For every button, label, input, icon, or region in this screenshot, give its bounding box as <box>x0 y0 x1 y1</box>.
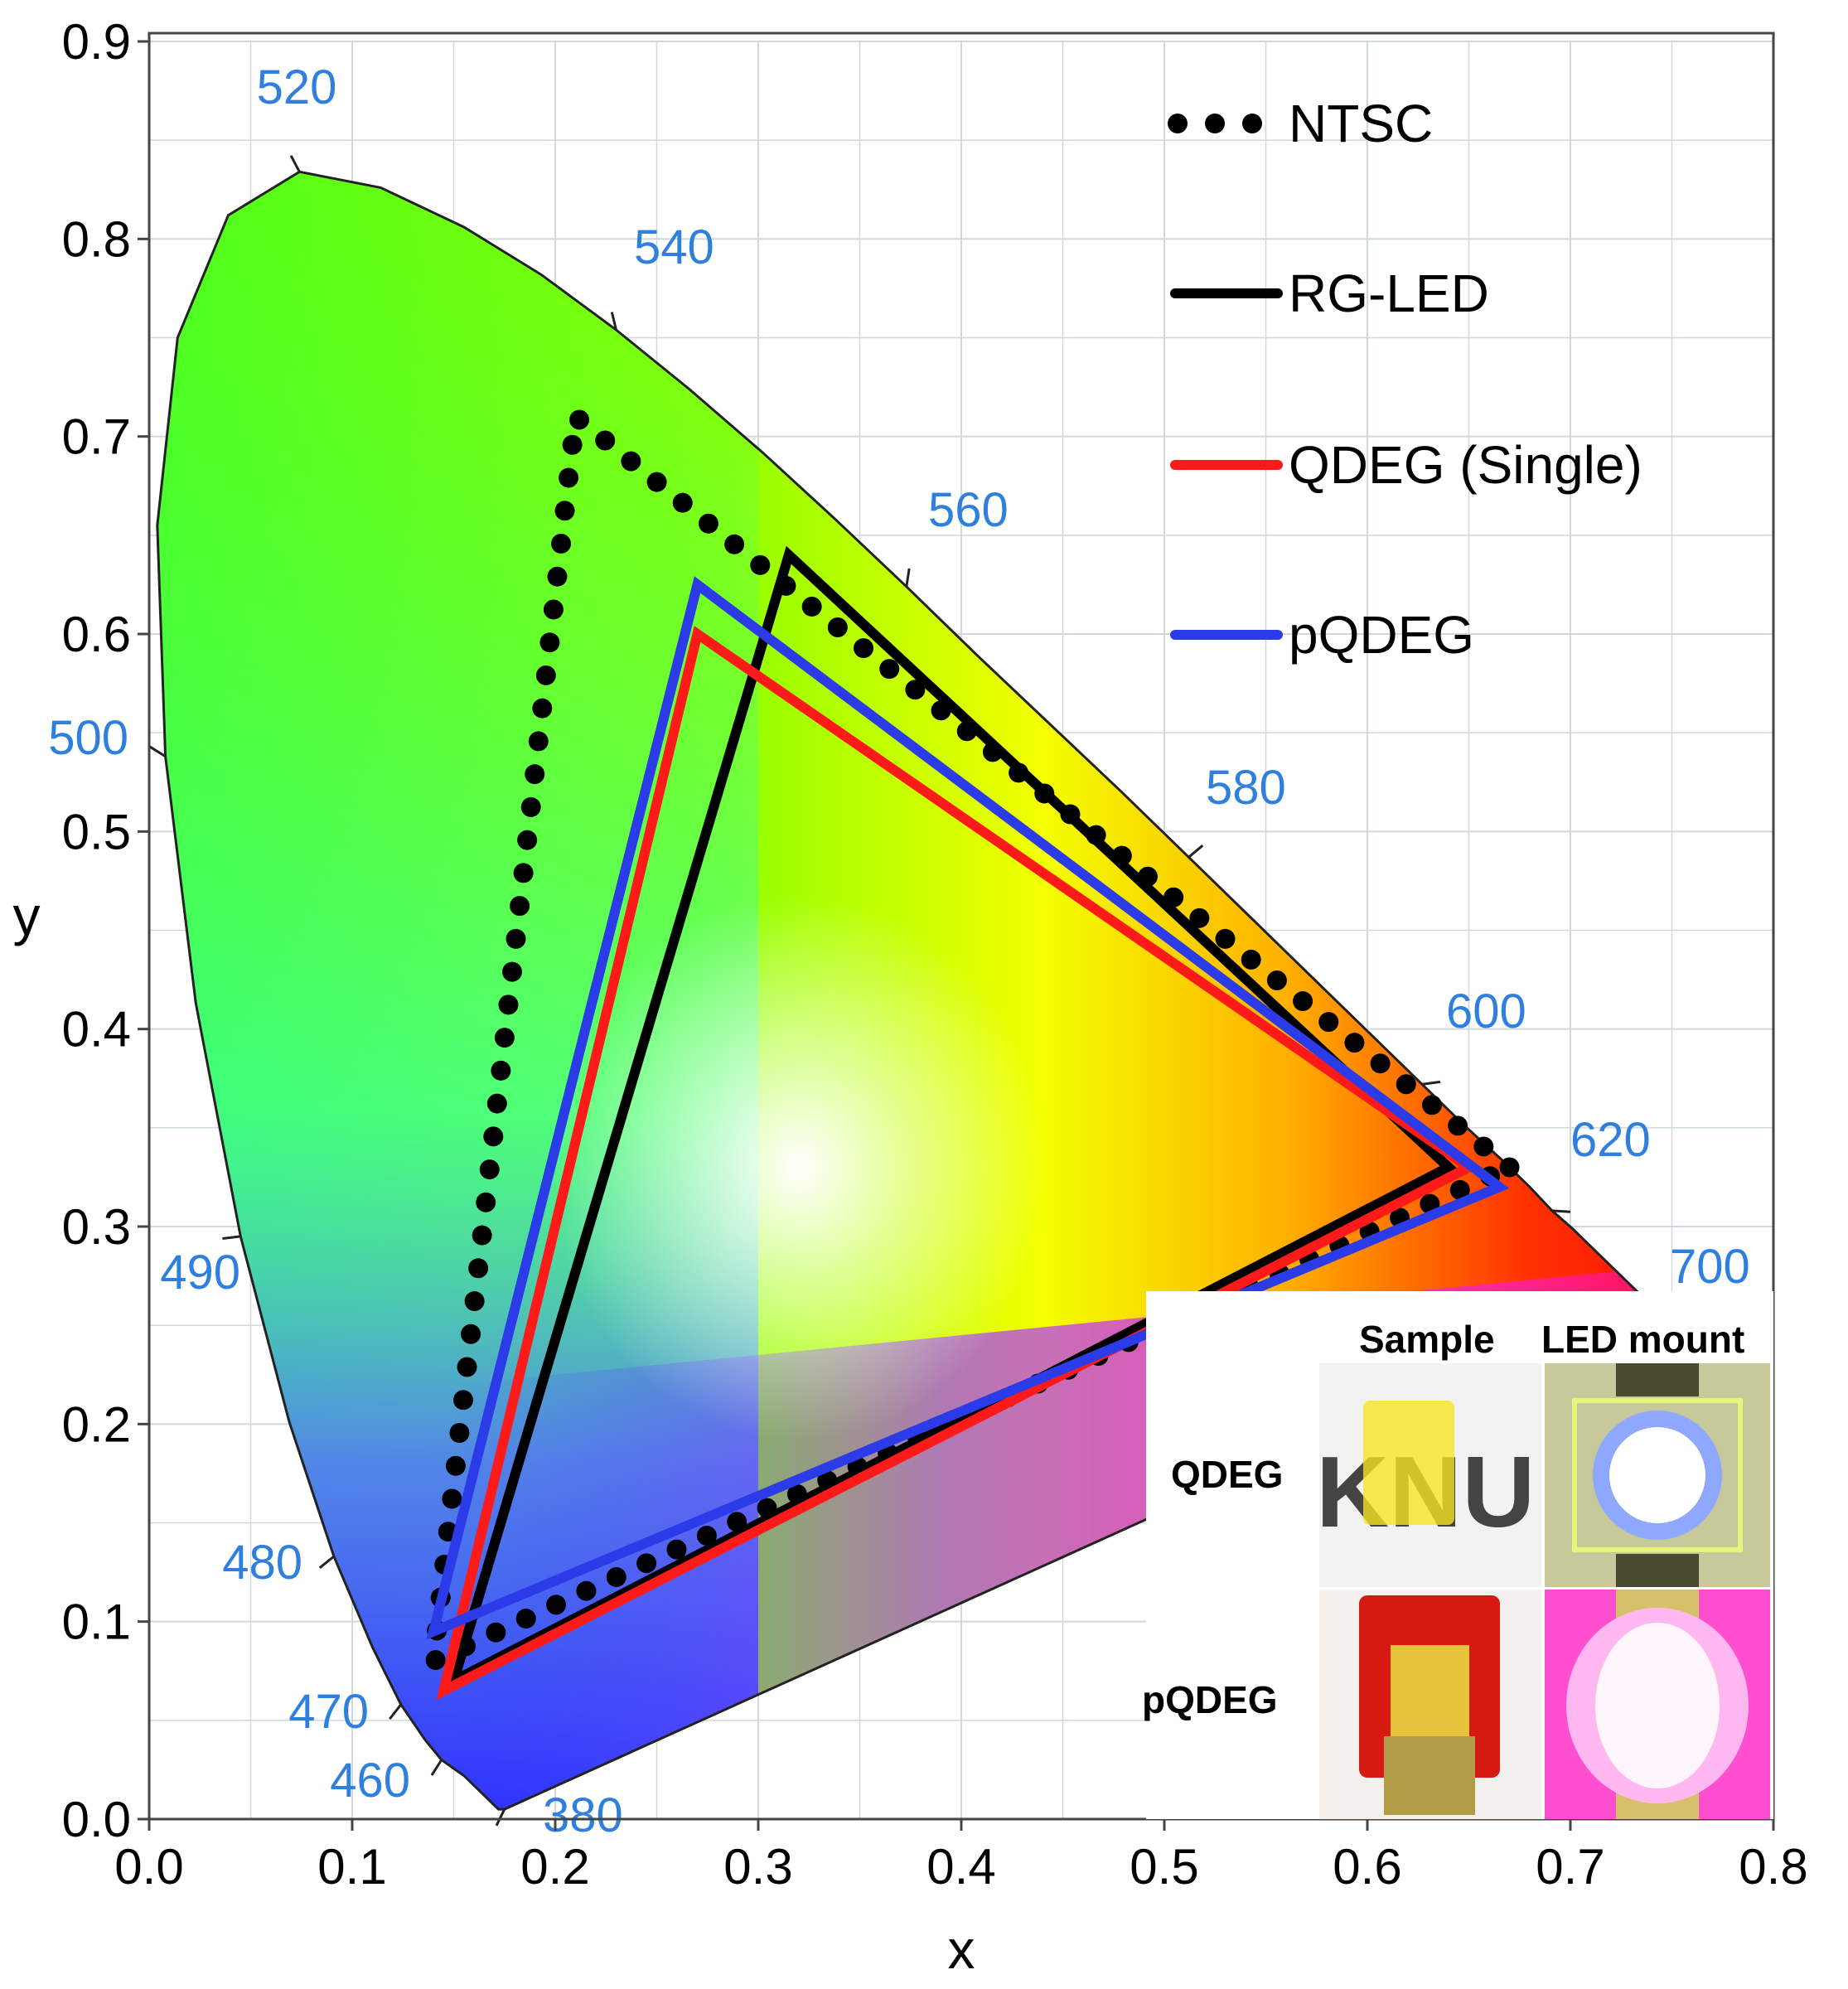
wavelength-ticks: 380 460 470 480 490 500 520 540 560 580 600 620 700 <box>48 60 1750 1842</box>
wavelength-tick <box>149 745 167 758</box>
x-tick-label: 0.1 <box>317 1839 386 1895</box>
legend-item-rg-led: RG-LED <box>1170 264 1489 323</box>
legend-label-rg-led: RG-LED <box>1289 264 1489 323</box>
wavelength-label: 520 <box>257 60 337 114</box>
legend-ntsc-dot <box>1242 114 1262 133</box>
wavelength-label: 480 <box>222 1536 302 1590</box>
wavelength-tick <box>318 1555 335 1569</box>
series-pqdeg <box>426 576 1510 1640</box>
wavelength-label: 380 <box>543 1788 623 1842</box>
spectral-locus-outline <box>156 170 1644 1811</box>
x-axis-label: x <box>948 1919 975 1980</box>
legend-item-qdeg-single: QDEG (Single) <box>1170 435 1642 495</box>
wavelength-tick <box>222 1235 241 1241</box>
wavelength-label: 500 <box>48 711 128 765</box>
photo-pqdeg-sample <box>1319 1590 1541 1819</box>
x-tick-label: 0.5 <box>1130 1839 1198 1895</box>
x-tick-label: 0.8 <box>1739 1839 1807 1895</box>
wavelength-tick <box>1188 844 1204 859</box>
wavelength-label: 580 <box>1206 761 1286 815</box>
axes: 0.0 0.1 0.2 0.3 0.4 0.5 0.6 0.7 0.8 0.0 0.1 0.2 0.3 0… <box>13 14 1808 1980</box>
inset-row-pqdeg: pQDEG <box>1142 1678 1278 1721</box>
y-tick-label: 0.8 <box>62 211 131 267</box>
yellow-film <box>1363 1401 1454 1525</box>
series-rg-led <box>445 545 1458 1691</box>
wavelength-label: 600 <box>1446 985 1526 1038</box>
wavelength-label: 470 <box>288 1685 369 1739</box>
x-tick-label: 0.7 <box>1536 1839 1604 1895</box>
wavelength-label: 560 <box>928 483 1009 537</box>
inset-col-sample: Sample <box>1359 1318 1495 1361</box>
x-tick-label: 0.3 <box>723 1839 792 1895</box>
inset-row-qdeg: QDEG <box>1171 1453 1283 1496</box>
legend: NTSC RG-LED QDEG (Single) pQDEG <box>1168 94 1642 665</box>
y-tick-label: 0.9 <box>62 14 131 70</box>
wavelength-tick <box>389 1703 402 1720</box>
wavelength-tick <box>495 1808 506 1827</box>
wavelength-label: 490 <box>160 1246 240 1299</box>
photo-pqdeg-led <box>1545 1590 1770 1819</box>
legend-item-pqdeg: pQDEG <box>1170 605 1474 665</box>
gamut-series <box>423 406 1520 1701</box>
wavelength-tick <box>289 155 301 172</box>
inset-col-led-mount: LED mount <box>1541 1318 1744 1361</box>
legend-label-qdeg-single: QDEG (Single) <box>1289 435 1642 495</box>
inset-photos: Sample LED mount QDEG pQDEG KNU <box>1142 1291 1773 1819</box>
wavelength-label: 700 <box>1670 1240 1750 1294</box>
x-tick-label: 0.4 <box>926 1839 995 1895</box>
y-tick-label: 0.2 <box>62 1396 131 1452</box>
legend-label-ntsc: NTSC <box>1289 94 1433 153</box>
y-tick-label: 0.7 <box>62 409 131 465</box>
wavelength-tick <box>430 1759 443 1776</box>
y-tick-label: 0.4 <box>62 1002 131 1057</box>
y-axis-label: y <box>13 885 41 946</box>
x-tick-label: 0.0 <box>114 1839 183 1895</box>
photo-qdeg-led <box>1545 1363 1770 1587</box>
legend-item-ntsc: NTSC <box>1168 94 1433 153</box>
legend-ntsc-dot <box>1168 114 1188 133</box>
wavelength-label: 620 <box>1570 1113 1651 1167</box>
x-tick-label: 0.6 <box>1333 1839 1401 1895</box>
y-tick-label: 0.1 <box>62 1595 131 1650</box>
y-tick-label: 0.5 <box>62 804 131 859</box>
y-tick-label: 0.3 <box>62 1199 131 1255</box>
photo-qdeg-sample: KNU <box>1316 1363 1541 1587</box>
legend-label-pqdeg: pQDEG <box>1289 605 1474 665</box>
legend-ntsc-dot <box>1205 114 1225 133</box>
wavelength-label: 460 <box>330 1754 410 1808</box>
y-tick-label: 0.6 <box>62 607 131 662</box>
wavelength-tick <box>1421 1080 1441 1086</box>
wavelength-label: 540 <box>634 220 714 274</box>
x-tick-label: 0.2 <box>520 1839 589 1895</box>
wavelength-tick <box>905 568 911 588</box>
wavelength-tick <box>1551 1209 1571 1213</box>
y-tick-label: 0.0 <box>62 1792 131 1847</box>
wavelength-tick <box>610 312 617 331</box>
series-qdeg-single <box>436 626 1479 1701</box>
